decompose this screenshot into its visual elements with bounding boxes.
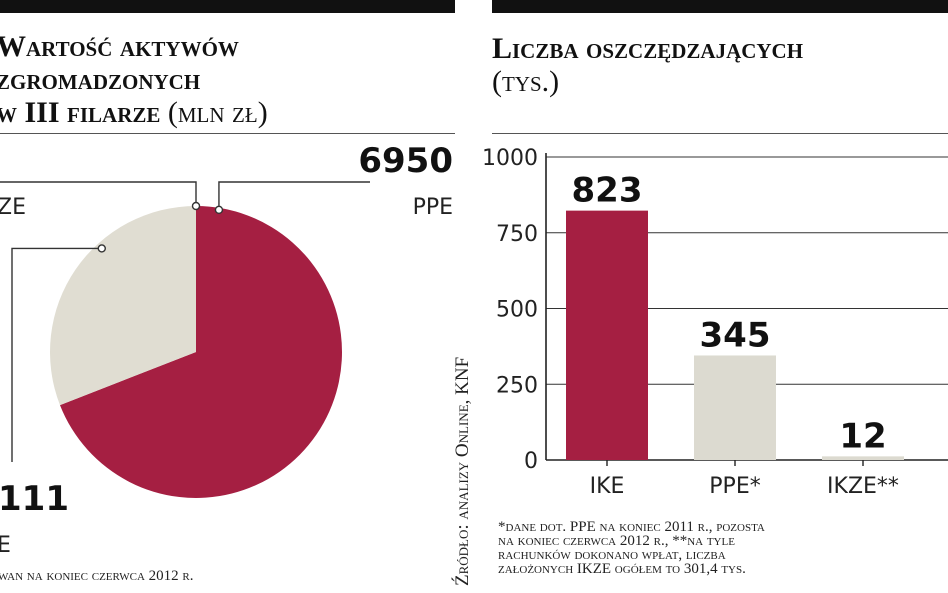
right-title-rule xyxy=(492,133,948,134)
left-top-bar xyxy=(0,0,455,13)
y-tick-label: 500 xyxy=(496,298,538,323)
ikze-leader-dot xyxy=(97,244,106,253)
y-tick-label: 750 xyxy=(496,222,538,247)
ppe-leader-dot xyxy=(214,205,224,215)
ikze-value-label: 111 xyxy=(0,479,69,519)
right-footnote: *dane dot. PPE na koniec 2011 r., pozost… xyxy=(498,519,765,577)
x-tick-label: IKZE** xyxy=(827,474,899,499)
bar-chart: 0 250 500 750 1000 823 IKE 345 PPE* 12 IKZE** xyxy=(482,146,948,499)
pie-slice-ppe xyxy=(59,206,342,498)
ppe-value-label: 6950 xyxy=(358,141,453,181)
left-footnote: wan na koniec czerwca 2012 r. xyxy=(0,568,194,584)
bar-ike xyxy=(566,210,648,460)
pie-chart: 6950 PPE ZE 111 E xyxy=(0,141,453,558)
right-chart-title: Liczba oszczędzających (tys.) xyxy=(492,32,803,98)
ikze-slice-label: E xyxy=(0,533,11,558)
x-tick-label: PPE* xyxy=(709,474,760,499)
right-title-text: Liczba oszczędzających xyxy=(492,32,804,65)
x-tick-label: IKE xyxy=(590,474,625,499)
bar-value-label: 823 xyxy=(572,171,643,211)
right-title-unit: (tys.) xyxy=(492,65,560,98)
right-top-bar xyxy=(492,0,948,13)
ppe-slice-label: PPE xyxy=(413,195,453,220)
left-chart-title: Wartość aktywów zgromadzonych w III fila… xyxy=(0,30,268,129)
ikze-top-leader-line xyxy=(0,181,197,206)
left-title-line3: w III filarze xyxy=(0,96,161,129)
left-title-rule xyxy=(0,133,455,134)
bar-ikze xyxy=(822,456,904,460)
left-title-line2: zgromadzonych xyxy=(0,63,201,96)
y-tick-label: 1000 xyxy=(482,146,538,171)
y-tick-label: 250 xyxy=(496,373,538,398)
ikze-top-label: ZE xyxy=(0,195,26,220)
y-tick-label: 0 xyxy=(524,449,538,474)
bar-value-label: 12 xyxy=(839,416,886,456)
left-title-line1: Wartość aktywów xyxy=(0,30,239,63)
left-title-unit: (mln zł) xyxy=(167,96,268,129)
bar-value-label: 345 xyxy=(700,315,771,355)
ikze-top-leader-dot xyxy=(191,201,201,211)
ikze-leader-line xyxy=(11,247,102,462)
bar-ppe xyxy=(694,355,776,460)
ppe-leader-line xyxy=(218,181,370,210)
pie-slice-ikze xyxy=(49,206,196,406)
source-note: Źródło: analizy Online, KNF xyxy=(452,356,473,586)
